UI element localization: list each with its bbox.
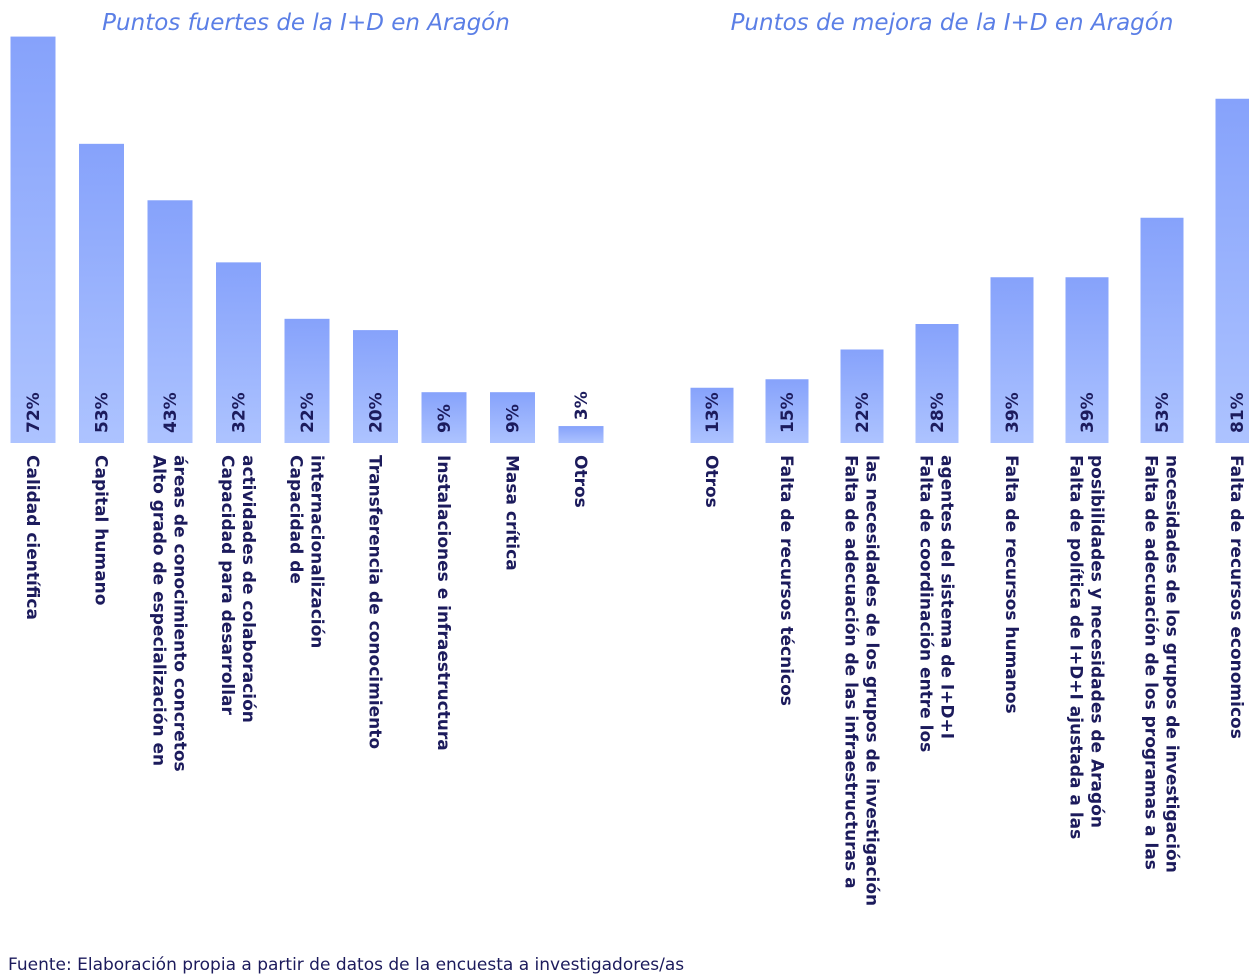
chart-title: Puntos fuertes de la I+D en Aragón <box>102 10 510 36</box>
x-tick-label: Masa crítica <box>502 455 522 571</box>
value-label: 22% <box>298 392 318 433</box>
bar <box>915 324 959 443</box>
bar <box>284 318 330 443</box>
value-label: 13% <box>703 392 723 433</box>
x-tick-label: Falta de adecuación de los programas a l… <box>1141 455 1161 870</box>
bar <box>10 36 56 443</box>
x-tick-label: Capacidad para desarrollar <box>217 455 237 715</box>
bar <box>1140 217 1184 443</box>
x-tick-label: Falta de recursos economicos <box>1226 455 1246 739</box>
value-label: 15% <box>778 392 798 433</box>
value-label: 39% <box>1003 392 1023 433</box>
x-tick-label: las necesidades de los grupos de investi… <box>862 455 882 906</box>
x-tick-label: Instalaciones e infraestructura <box>433 455 453 751</box>
bar <box>490 392 535 443</box>
x-tick-label: internacionalización <box>307 455 327 648</box>
value-label: 3% <box>572 391 592 420</box>
value-label: 32% <box>230 392 250 433</box>
x-tick-label: necesidades de los grupos de investigaci… <box>1162 455 1182 873</box>
value-label: 72% <box>24 392 44 433</box>
bar <box>990 277 1034 443</box>
bar <box>765 379 809 443</box>
value-label: 53% <box>93 392 113 433</box>
bar <box>558 426 604 443</box>
bar <box>840 349 884 443</box>
x-tick-label: Falta de adecuación de las infraestructu… <box>841 455 861 889</box>
bar <box>421 392 467 443</box>
value-label: 43% <box>161 392 181 433</box>
x-tick-label: Otros <box>570 455 590 508</box>
bar <box>216 262 261 443</box>
x-tick-label: agentes del sistema de I+D+I <box>937 455 957 739</box>
x-tick-label: Transferencia de conocimiento <box>365 455 385 749</box>
bar <box>690 387 734 443</box>
bar <box>353 330 398 443</box>
x-tick-label: Falta de recursos humanos <box>1001 455 1021 714</box>
value-label: 9% <box>504 404 524 433</box>
bar <box>1215 98 1249 443</box>
x-tick-label: Capital humano <box>91 455 111 605</box>
value-label: 20% <box>367 392 387 433</box>
x-tick-label: Otros <box>701 455 721 508</box>
x-tick-label: Capacidad de <box>286 455 306 584</box>
bar <box>1065 277 1109 443</box>
value-label: 28% <box>928 392 948 433</box>
x-tick-label: Falta de política de I+D+I ajustada a la… <box>1066 455 1086 839</box>
source-note: Fuente: Elaboración propia a partir de d… <box>8 955 684 975</box>
x-tick-label: Falta de recursos técnicos <box>776 455 796 706</box>
x-tick-label: áreas de conocimiento concretos <box>170 455 190 772</box>
x-tick-label: posibilidades y necesidades de Aragón <box>1087 455 1107 828</box>
value-label: 53% <box>1153 392 1173 433</box>
chart-title: Puntos de mejora de la I+D en Aragón <box>731 10 1174 36</box>
bar <box>147 200 193 443</box>
x-tick-label: Calidad científica <box>22 455 42 620</box>
x-tick-label: Falta de coordinación entre los <box>916 455 936 752</box>
x-tick-label: actividades de colaboración <box>238 455 258 723</box>
bar <box>79 143 124 443</box>
value-label: 39% <box>1078 392 1098 433</box>
value-label: 9% <box>435 404 455 433</box>
x-tick-label: Alto grado de especialización en <box>149 455 169 766</box>
value-label: 22% <box>853 392 873 433</box>
value-label: 81% <box>1228 392 1248 433</box>
